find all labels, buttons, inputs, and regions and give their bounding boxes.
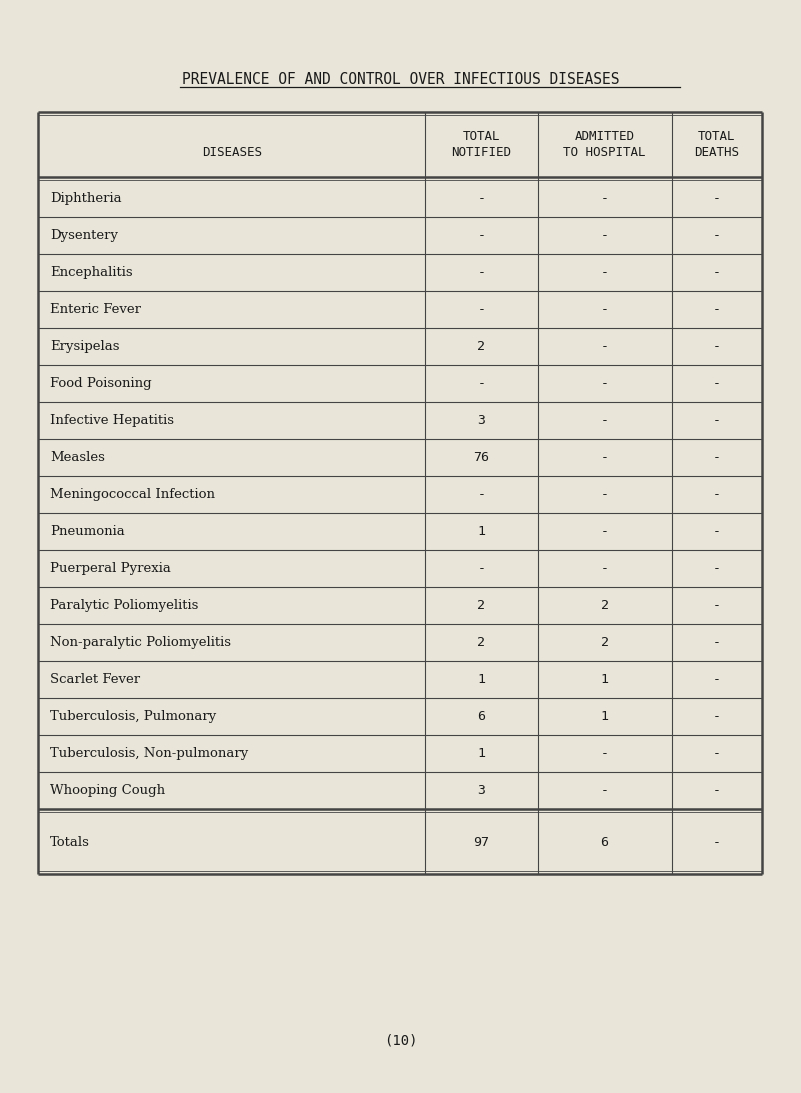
Text: -: - — [477, 377, 485, 390]
Text: -: - — [601, 266, 609, 279]
Text: TOTAL
DEATHS: TOTAL DEATHS — [694, 130, 739, 158]
Text: 6: 6 — [477, 710, 485, 722]
Text: -: - — [713, 451, 721, 465]
Text: -: - — [713, 487, 721, 501]
Text: Diphtheria: Diphtheria — [50, 192, 122, 205]
Text: -: - — [713, 266, 721, 279]
Text: -: - — [601, 414, 609, 427]
Text: -: - — [601, 525, 609, 538]
Text: -: - — [713, 562, 721, 575]
Text: Dysentery: Dysentery — [50, 230, 118, 242]
Text: -: - — [601, 451, 609, 465]
Text: -: - — [713, 599, 721, 612]
Text: Erysipelas: Erysipelas — [50, 340, 119, 353]
Text: 1: 1 — [601, 710, 609, 722]
Text: 1: 1 — [477, 525, 485, 538]
Text: Tuberculosis, Non-pulmonary: Tuberculosis, Non-pulmonary — [50, 747, 248, 760]
Text: 6: 6 — [601, 836, 609, 849]
Text: Scarlet Fever: Scarlet Fever — [50, 673, 140, 686]
Text: Enteric Fever: Enteric Fever — [50, 303, 141, 316]
Text: DISEASES: DISEASES — [202, 146, 262, 158]
Text: -: - — [477, 303, 485, 316]
Text: Food Poisoning: Food Poisoning — [50, 377, 151, 390]
Text: -: - — [601, 303, 609, 316]
Text: -: - — [601, 487, 609, 501]
Text: Measles: Measles — [50, 451, 105, 465]
Text: Paralytic Poliomyelitis: Paralytic Poliomyelitis — [50, 599, 199, 612]
Text: (10): (10) — [384, 1033, 417, 1047]
Text: -: - — [713, 747, 721, 760]
Text: 2: 2 — [477, 636, 485, 649]
Text: -: - — [713, 303, 721, 316]
Text: 1: 1 — [601, 673, 609, 686]
Text: -: - — [713, 377, 721, 390]
Text: -: - — [477, 487, 485, 501]
Text: -: - — [713, 525, 721, 538]
Text: TOTAL
NOTIFIED: TOTAL NOTIFIED — [452, 130, 512, 158]
Text: -: - — [713, 230, 721, 242]
Text: Whooping Cough: Whooping Cough — [50, 784, 165, 797]
Text: Non-paralytic Poliomyelitis: Non-paralytic Poliomyelitis — [50, 636, 231, 649]
Text: 3: 3 — [477, 784, 485, 797]
Text: -: - — [601, 230, 609, 242]
Text: 1: 1 — [477, 673, 485, 686]
Text: ADMITTED
TO HOSPITAL: ADMITTED TO HOSPITAL — [563, 130, 646, 158]
Text: -: - — [601, 562, 609, 575]
Text: -: - — [601, 747, 609, 760]
Text: -: - — [713, 784, 721, 797]
Text: 3: 3 — [477, 414, 485, 427]
Text: -: - — [713, 673, 721, 686]
Text: 2: 2 — [601, 636, 609, 649]
Text: -: - — [601, 340, 609, 353]
Text: Totals: Totals — [50, 836, 90, 849]
Text: -: - — [713, 836, 721, 849]
Text: -: - — [477, 230, 485, 242]
Text: Puerperal Pyrexia: Puerperal Pyrexia — [50, 562, 171, 575]
Text: -: - — [477, 192, 485, 205]
Text: -: - — [477, 562, 485, 575]
Text: -: - — [713, 192, 721, 205]
Text: -: - — [713, 710, 721, 722]
Text: -: - — [713, 340, 721, 353]
Text: Encephalitis: Encephalitis — [50, 266, 133, 279]
Text: 2: 2 — [477, 599, 485, 612]
Text: -: - — [601, 192, 609, 205]
Text: 2: 2 — [601, 599, 609, 612]
Text: PREVALENCE OF AND CONTROL OVER INFECTIOUS DISEASES: PREVALENCE OF AND CONTROL OVER INFECTIOU… — [182, 72, 619, 87]
Text: Infective Hepatitis: Infective Hepatitis — [50, 414, 174, 427]
Text: Meningococcal Infection: Meningococcal Infection — [50, 487, 215, 501]
Text: 76: 76 — [473, 451, 489, 465]
Text: 97: 97 — [473, 836, 489, 849]
Text: Pneumonia: Pneumonia — [50, 525, 125, 538]
Text: Tuberculosis, Pulmonary: Tuberculosis, Pulmonary — [50, 710, 216, 722]
Text: -: - — [601, 377, 609, 390]
Text: -: - — [713, 414, 721, 427]
Text: 2: 2 — [477, 340, 485, 353]
Text: -: - — [601, 784, 609, 797]
Text: -: - — [713, 636, 721, 649]
Text: -: - — [477, 266, 485, 279]
Text: 1: 1 — [477, 747, 485, 760]
